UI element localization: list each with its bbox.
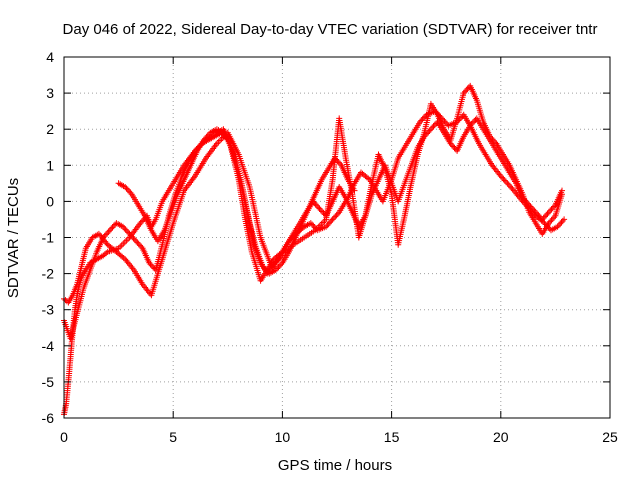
series-markers xyxy=(61,108,568,418)
x-axis-ticks: 0 5 10 15 20 25 xyxy=(60,57,618,445)
y-tick-label: -5 xyxy=(42,374,55,390)
y-tick-label: -1 xyxy=(42,230,55,246)
y-tick-label: -3 xyxy=(42,302,55,318)
x-tick-label: 15 xyxy=(384,429,400,445)
x-tick-label: 0 xyxy=(60,429,68,445)
x-tick-label: 5 xyxy=(169,429,177,445)
y-tick-label: -2 xyxy=(42,266,55,282)
x-tick-label: 20 xyxy=(493,429,509,445)
x-tick-label: 10 xyxy=(275,429,291,445)
series-markers xyxy=(115,126,358,277)
chart-title: Day 046 of 2022, Sidereal Day-to-day VTE… xyxy=(63,21,598,38)
y-tick-label: 4 xyxy=(46,49,54,65)
y-tick-label: 2 xyxy=(46,121,54,137)
y-tick-label: 1 xyxy=(46,157,54,173)
y-tick-label: -4 xyxy=(42,338,55,354)
y-tick-label: -6 xyxy=(42,410,55,426)
y-tick-label: 3 xyxy=(46,85,54,101)
grid-lines xyxy=(64,57,610,418)
y-axis-label: SDTVAR / TECUs xyxy=(5,178,22,298)
x-tick-label: 25 xyxy=(602,429,618,445)
y-tick-label: 0 xyxy=(46,193,54,209)
series-track-a xyxy=(61,108,568,418)
x-axis-label: GPS time / hours xyxy=(278,457,392,474)
y-axis-ticks: -6 -5 -4 -3 -2 -1 0 1 2 3 4 xyxy=(42,49,610,426)
series-track-d xyxy=(115,126,358,277)
plot-area xyxy=(61,82,568,418)
